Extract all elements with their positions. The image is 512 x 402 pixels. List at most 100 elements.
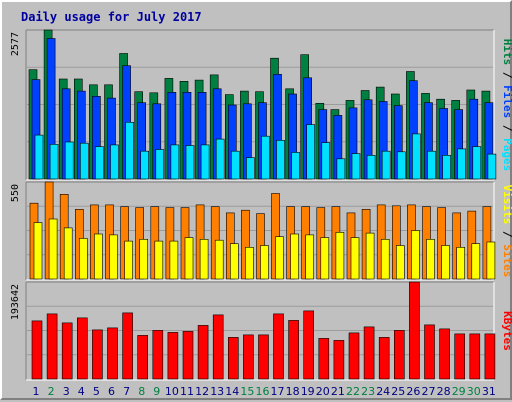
bar-kbytes-day-17 bbox=[273, 313, 284, 380]
bar-pages-day-30 bbox=[472, 146, 482, 180]
day-label-2: 2 bbox=[48, 385, 55, 398]
day-label-17: 17 bbox=[271, 385, 285, 398]
bar-visits-day-5 bbox=[94, 233, 103, 280]
bar-kbytes-day-5 bbox=[92, 329, 103, 380]
bar-pages-day-17 bbox=[276, 140, 285, 180]
bar-pages-day-13 bbox=[215, 138, 225, 180]
bar-kbytes-day-30 bbox=[469, 333, 481, 380]
legend-kbytes: KBytes bbox=[501, 311, 512, 351]
day-label-26: 26 bbox=[406, 385, 420, 398]
bar-visits-day-15 bbox=[245, 247, 254, 280]
bar-pages-day-21 bbox=[336, 158, 346, 180]
legend-hits: Hits bbox=[501, 39, 512, 66]
bar-pages-day-4 bbox=[80, 142, 89, 180]
day-label-4: 4 bbox=[78, 385, 85, 398]
legend-separator: / bbox=[501, 224, 512, 244]
bar-visits-day-13 bbox=[214, 239, 224, 280]
bar-kbytes-day-7 bbox=[122, 312, 133, 380]
bar-kbytes-day-1 bbox=[31, 320, 43, 380]
bar-kbytes-day-26 bbox=[409, 281, 420, 380]
bar-visits-day-29 bbox=[456, 247, 466, 280]
bar-kbytes-day-31 bbox=[484, 333, 496, 380]
bar-visits-day-11 bbox=[184, 237, 194, 280]
chart-title: Daily usage for July 2017 bbox=[21, 10, 202, 24]
bar-kbytes-day-2 bbox=[46, 313, 58, 380]
day-label-30: 30 bbox=[467, 385, 481, 398]
bar-visits-day-7 bbox=[124, 240, 133, 280]
day-label-31: 31 bbox=[482, 385, 496, 398]
bar-kbytes-day-22 bbox=[348, 332, 360, 380]
bar-kbytes-day-28 bbox=[439, 328, 450, 380]
bar-kbytes-day-19 bbox=[303, 310, 315, 380]
day-label-8: 8 bbox=[138, 385, 145, 398]
day-label-16: 16 bbox=[256, 385, 270, 398]
bar-visits-day-10 bbox=[169, 240, 179, 280]
bar-pages-day-3 bbox=[64, 141, 74, 180]
bar-kbytes-day-18 bbox=[288, 320, 299, 380]
bar-pages-day-9 bbox=[155, 149, 165, 180]
bar-visits-day-20 bbox=[320, 237, 330, 280]
legend-files: Files bbox=[501, 85, 512, 118]
bar-pages-day-19 bbox=[306, 124, 316, 180]
day-label-14: 14 bbox=[225, 385, 239, 398]
bar-kbytes-day-23 bbox=[363, 326, 375, 380]
day-label-15: 15 bbox=[240, 385, 254, 398]
bar-pages-day-26 bbox=[412, 133, 421, 180]
day-label-20: 20 bbox=[316, 385, 330, 398]
bar-pages-day-29 bbox=[457, 148, 467, 180]
bar-kbytes-day-15 bbox=[243, 334, 254, 380]
legend-sites: Sites bbox=[501, 244, 512, 277]
bar-visits-day-12 bbox=[199, 239, 209, 280]
day-label-12: 12 bbox=[195, 385, 209, 398]
day-label-3: 3 bbox=[63, 385, 70, 398]
bar-kbytes-day-6 bbox=[107, 327, 118, 380]
y-max-label: 193642 bbox=[10, 284, 21, 320]
bar-visits-day-21 bbox=[335, 232, 345, 280]
bar-pages-day-2 bbox=[49, 144, 59, 180]
day-label-5: 5 bbox=[93, 385, 100, 398]
bar-kbytes-day-16 bbox=[258, 334, 269, 380]
bar-visits-day-14 bbox=[230, 243, 239, 280]
bar-visits-day-2 bbox=[48, 218, 58, 280]
day-label-6: 6 bbox=[108, 385, 115, 398]
bar-pages-day-25 bbox=[396, 151, 406, 180]
bar-visits-day-17 bbox=[275, 236, 284, 280]
legend-separator: / bbox=[501, 65, 512, 85]
bar-visits-day-27 bbox=[426, 239, 435, 280]
bar-kbytes-day-3 bbox=[61, 322, 73, 380]
bar-kbytes-day-29 bbox=[454, 333, 466, 380]
bar-pages-day-12 bbox=[200, 144, 210, 180]
day-label-1: 1 bbox=[33, 385, 40, 398]
bar-pages-day-27 bbox=[427, 150, 436, 180]
bar-pages-day-10 bbox=[170, 144, 180, 180]
bar-pages-day-31 bbox=[487, 153, 497, 180]
bar-visits-day-1 bbox=[33, 222, 43, 280]
bar-pages-day-8 bbox=[140, 150, 149, 180]
bar-visits-day-23 bbox=[365, 232, 375, 280]
day-label-7: 7 bbox=[123, 385, 130, 398]
bar-pages-day-24 bbox=[381, 150, 391, 180]
bar-kbytes-day-24 bbox=[378, 337, 390, 380]
bar-visits-day-9 bbox=[154, 240, 164, 280]
bar-kbytes-day-20 bbox=[318, 338, 330, 380]
bar-pages-day-20 bbox=[321, 142, 331, 180]
bar-kbytes-day-8 bbox=[137, 335, 148, 380]
bar-pages-day-15 bbox=[246, 157, 255, 180]
day-label-24: 24 bbox=[376, 385, 390, 398]
bar-visits-day-3 bbox=[63, 227, 73, 280]
bar-pages-day-22 bbox=[351, 153, 361, 180]
bar-visits-day-4 bbox=[79, 238, 88, 280]
y-max-label: 2577 bbox=[10, 32, 21, 56]
bar-visits-day-30 bbox=[471, 243, 481, 280]
legend-visits: Visits bbox=[501, 185, 512, 225]
bar-kbytes-day-13 bbox=[212, 314, 224, 380]
day-label-23: 23 bbox=[361, 385, 375, 398]
bar-visits-day-8 bbox=[139, 239, 148, 280]
day-label-22: 22 bbox=[346, 385, 360, 398]
bar-pages-day-14 bbox=[231, 150, 240, 180]
bar-pages-day-28 bbox=[442, 155, 451, 180]
bar-pages-day-16 bbox=[261, 135, 270, 180]
legend-pages: Pages bbox=[501, 138, 512, 171]
